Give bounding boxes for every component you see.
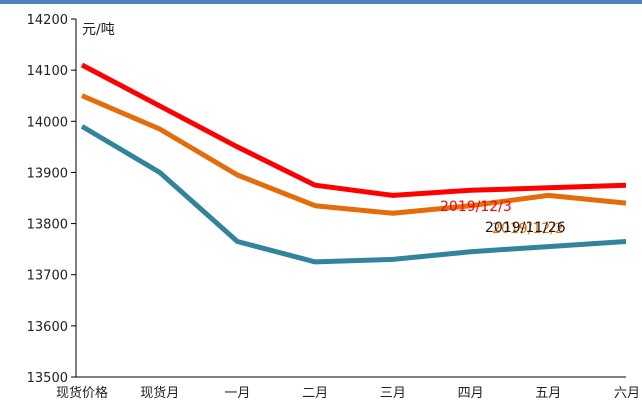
x-tick-label: 现货月 (140, 385, 179, 401)
series-annotation: 2019/12/2 (492, 221, 564, 237)
y-tick-label: 14200 (27, 13, 68, 28)
x-tick-label: 三月 (380, 386, 406, 401)
series-annotation: 2019/12/3 (440, 199, 512, 215)
y-tick-label: 13600 (27, 320, 68, 335)
series-line (81, 93, 627, 216)
y-tick-label: 13800 (27, 218, 68, 233)
series-lines (80, 62, 627, 265)
y-tick-label: 13900 (27, 166, 68, 181)
y-tick-label: 13500 (27, 371, 68, 386)
series-line (80, 62, 627, 198)
y-axis-unit-label: 元/吨 (82, 22, 115, 38)
x-tick-label: 二月 (302, 386, 328, 401)
x-tick-label: 现货价格 (56, 385, 108, 401)
x-tick-label: 一月 (224, 386, 250, 401)
x-tick-label: 四月 (458, 386, 484, 401)
y-tick-label: 14100 (27, 64, 68, 79)
series-line (80, 124, 627, 265)
axes: 13500 13600 13700 13800 13900 14000 14100 14200… (27, 13, 640, 401)
y-tick-label: 13700 (27, 269, 68, 284)
x-tick-label: 六月 (614, 386, 640, 401)
y-tick-label: 14000 (27, 115, 68, 130)
series-annotation: 2019/11/26 (485, 220, 566, 236)
x-tick-label: 五月 (535, 386, 561, 401)
top-accent-bar (0, 0, 642, 4)
